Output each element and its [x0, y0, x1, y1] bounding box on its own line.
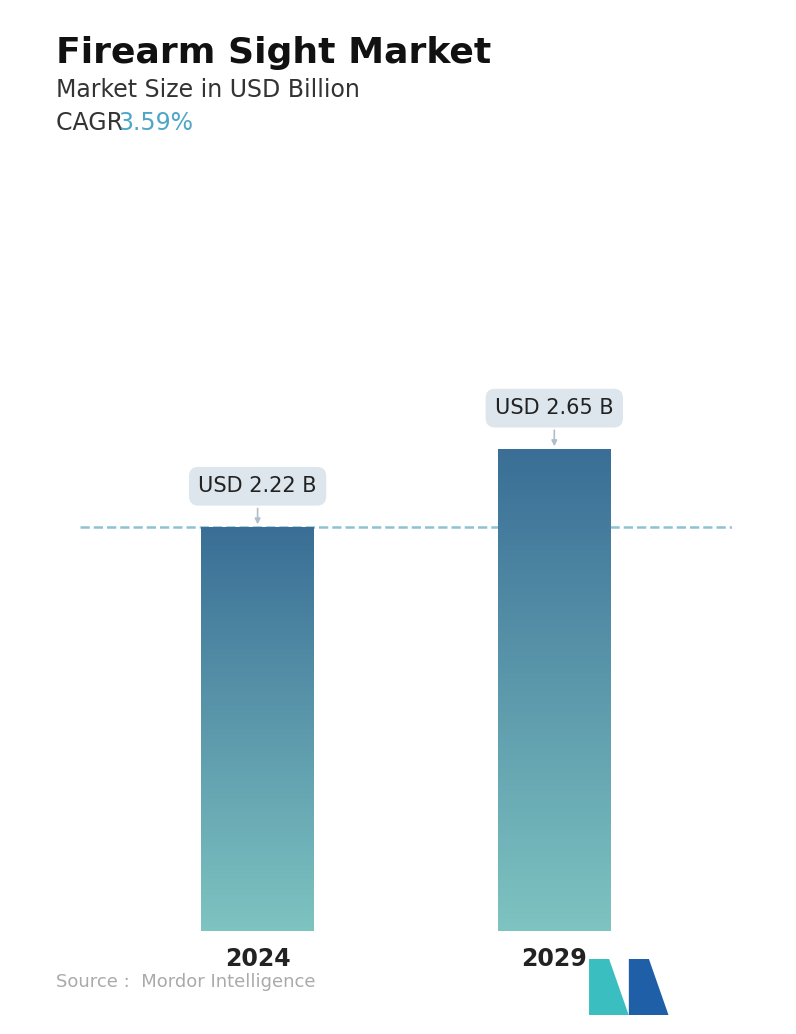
Polygon shape: [589, 959, 629, 1015]
Polygon shape: [629, 959, 669, 1015]
Text: Firearm Sight Market: Firearm Sight Market: [56, 36, 491, 70]
Text: Source :  Mordor Intelligence: Source : Mordor Intelligence: [56, 973, 315, 991]
Text: USD 2.22 B: USD 2.22 B: [198, 477, 317, 522]
Text: Market Size in USD Billion: Market Size in USD Billion: [56, 78, 360, 101]
Text: 3.59%: 3.59%: [118, 111, 193, 134]
Text: USD 2.65 B: USD 2.65 B: [495, 398, 614, 445]
Text: CAGR: CAGR: [56, 111, 138, 134]
